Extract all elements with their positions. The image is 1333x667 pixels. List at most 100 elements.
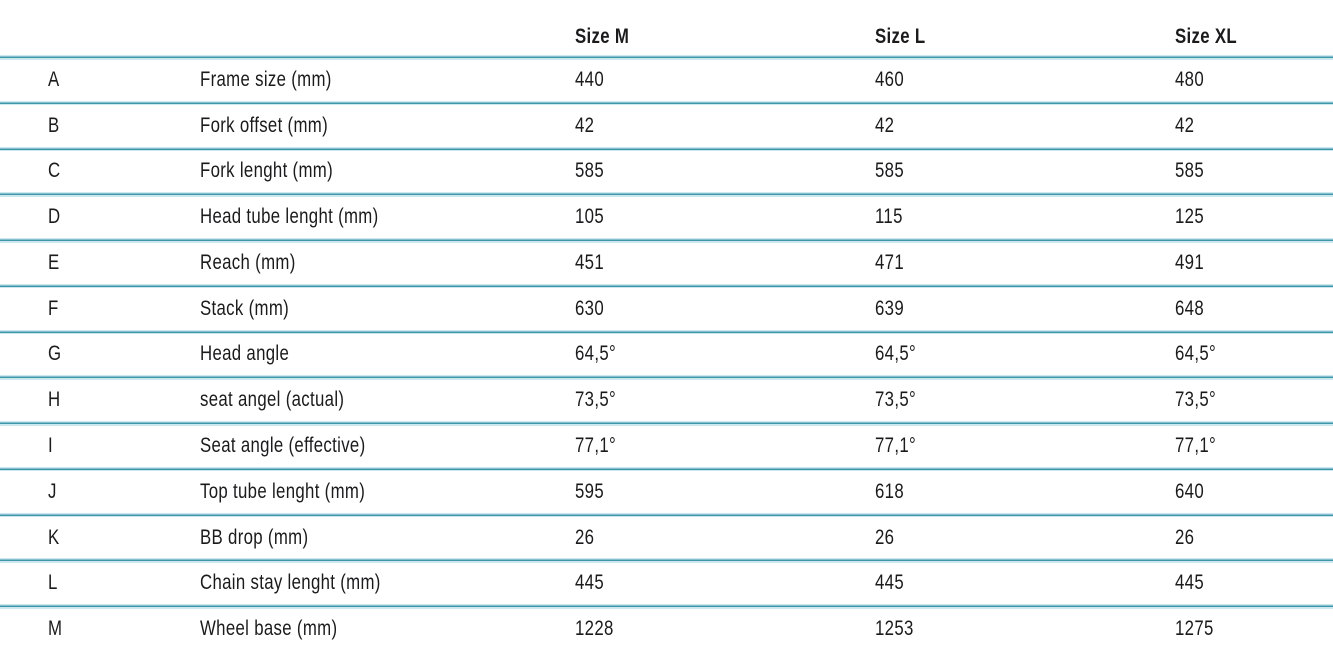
- cell-size-m: 64,5°: [575, 343, 875, 365]
- cell-label: Head angle: [200, 343, 575, 365]
- row-letter: F: [48, 296, 59, 320]
- value-size-m: 585: [575, 159, 604, 183]
- cell-size-xl: 491: [1175, 252, 1333, 274]
- cell-letter: C: [0, 160, 200, 182]
- cell-label: Frame size (mm): [200, 69, 575, 91]
- cell-letter: K: [0, 527, 200, 549]
- cell-size-xl: 64,5°: [1175, 343, 1333, 365]
- value-size-l: 639: [875, 296, 904, 320]
- cell-label: Top tube lenght (mm): [200, 481, 575, 503]
- header-cell-letter: [0, 48, 200, 57]
- header-cell-size-l: Size L: [875, 26, 1175, 57]
- cell-letter: D: [0, 206, 200, 228]
- cell-letter: J: [0, 481, 200, 503]
- cell-label: Fork offset (mm): [200, 115, 575, 137]
- cell-size-l: 115: [875, 206, 1175, 228]
- table-row: I Seat angle (effective) 77,1° 77,1° 77,…: [0, 421, 1333, 469]
- cell-label: Chain stay lenght (mm): [200, 572, 575, 594]
- table-row: F Stack (mm) 630 639 648: [0, 283, 1333, 332]
- row-label: Stack (mm): [200, 296, 290, 320]
- header-cell-size-m: Size M: [575, 26, 875, 57]
- cell-size-xl: 480: [1175, 69, 1333, 91]
- row-letter: A: [48, 67, 60, 91]
- cell-size-m: 630: [575, 298, 875, 320]
- value-size-l: 42: [875, 113, 895, 137]
- value-size-xl: 640: [1175, 479, 1204, 503]
- header-cell-size-xl: Size XL: [1175, 26, 1333, 57]
- value-size-xl: 77,1°: [1175, 434, 1217, 457]
- cell-letter: A: [0, 69, 200, 91]
- value-size-l: 445: [875, 571, 904, 595]
- column-header-size-xl: Size XL: [1175, 25, 1237, 48]
- value-size-m: 26: [575, 525, 595, 549]
- value-size-xl: 26: [1175, 525, 1195, 549]
- cell-letter: E: [0, 252, 200, 274]
- value-size-xl: 585: [1175, 159, 1204, 183]
- cell-label: Fork lenght (mm): [200, 160, 575, 182]
- value-size-l: 73,5°: [875, 388, 917, 412]
- cell-size-m: 42: [575, 115, 875, 137]
- cell-size-xl: 26: [1175, 527, 1333, 549]
- cell-size-m: 440: [575, 69, 875, 91]
- value-size-xl: 42: [1175, 113, 1195, 137]
- table-row: K BB drop (mm) 26 26 26: [0, 512, 1333, 561]
- row-letter: E: [48, 250, 60, 274]
- value-size-m: 1228: [575, 617, 614, 641]
- value-size-l: 77,1°: [875, 434, 917, 457]
- value-size-m: 73,5°: [575, 388, 617, 412]
- row-label: Chain stay lenght (mm): [200, 571, 381, 595]
- table-header-row: Size M Size L Size XL: [0, 0, 1333, 57]
- value-size-xl: 480: [1175, 67, 1204, 91]
- row-letter: J: [48, 479, 57, 503]
- table-row: E Reach (mm) 451 471 491: [0, 238, 1333, 286]
- cell-size-m: 77,1°: [575, 435, 875, 457]
- cell-size-xl: 1275: [1175, 618, 1333, 640]
- cell-label: seat angel (actual): [200, 389, 575, 411]
- cell-size-l: 639: [875, 298, 1175, 320]
- row-label: Seat angle (effective): [200, 434, 366, 457]
- value-size-xl: 648: [1175, 296, 1204, 320]
- cell-letter: H: [0, 389, 200, 411]
- value-size-xl: 73,5°: [1175, 388, 1217, 412]
- value-size-m: 445: [575, 571, 604, 595]
- cell-label: Seat angle (effective): [200, 435, 575, 457]
- cell-size-m: 585: [575, 160, 875, 182]
- row-letter: M: [48, 617, 63, 641]
- value-size-m: 440: [575, 67, 604, 91]
- cell-letter: B: [0, 115, 200, 137]
- row-label: Head angle: [200, 342, 290, 366]
- row-label: BB drop (mm): [200, 525, 309, 549]
- header-cell-label: [200, 48, 575, 57]
- table-row: A Frame size (mm) 440 460 480: [0, 55, 1333, 103]
- cell-size-xl: 445: [1175, 572, 1333, 594]
- row-label: Wheel base (mm): [200, 617, 338, 641]
- cell-label: Reach (mm): [200, 252, 575, 274]
- cell-size-l: 73,5°: [875, 389, 1175, 411]
- table-row: H seat angel (actual) 73,5° 73,5° 73,5°: [0, 375, 1333, 423]
- cell-size-m: 451: [575, 252, 875, 274]
- value-size-xl: 491: [1175, 250, 1204, 274]
- table-row: M Wheel base (mm) 1228 1253 1275: [0, 604, 1333, 652]
- cell-size-l: 471: [875, 252, 1175, 274]
- row-label: Frame size (mm): [200, 67, 332, 91]
- value-size-m: 105: [575, 205, 604, 229]
- row-letter: I: [48, 434, 53, 457]
- cell-size-xl: 125: [1175, 206, 1333, 228]
- value-size-m: 42: [575, 113, 595, 137]
- value-size-l: 115: [875, 205, 903, 229]
- cell-size-xl: 648: [1175, 298, 1333, 320]
- row-label: Fork lenght (mm): [200, 159, 334, 183]
- value-size-m: 630: [575, 296, 604, 320]
- row-letter: B: [48, 113, 60, 137]
- cell-size-l: 460: [875, 69, 1175, 91]
- cell-size-xl: 640: [1175, 481, 1333, 503]
- value-size-xl: 125: [1175, 205, 1204, 229]
- row-letter: L: [48, 571, 58, 595]
- cell-size-xl: 73,5°: [1175, 389, 1333, 411]
- cell-size-m: 73,5°: [575, 389, 875, 411]
- cell-size-m: 26: [575, 527, 875, 549]
- row-label: Top tube lenght (mm): [200, 479, 366, 503]
- cell-size-l: 445: [875, 572, 1175, 594]
- cell-size-xl: 77,1°: [1175, 435, 1333, 457]
